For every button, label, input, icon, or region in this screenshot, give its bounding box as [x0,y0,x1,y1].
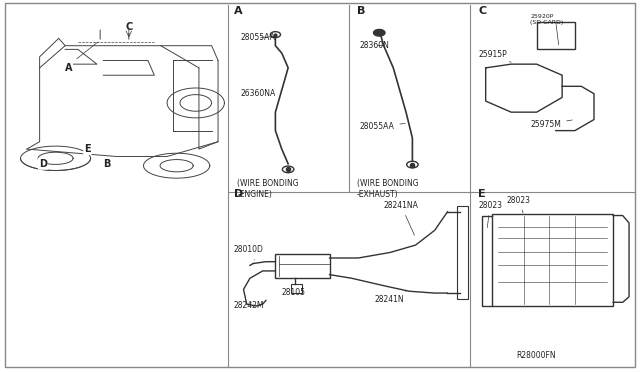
Text: 28105: 28105 [282,288,306,297]
Text: 28023: 28023 [507,196,531,213]
Text: R28000FN: R28000FN [516,351,556,360]
Text: C: C [125,22,132,32]
Text: A: A [65,63,72,73]
Text: 28023: 28023 [478,201,502,228]
Text: E: E [478,189,486,199]
Text: 25920P
(SD CARD): 25920P (SD CARD) [531,14,564,25]
Bar [537,22,575,49]
Text: (WIRE BONDING
-EXHAUST): (WIRE BONDING -EXHAUST) [357,179,419,199]
Text: 25975M: 25975M [531,120,572,129]
Text: 28241N: 28241N [374,291,407,304]
Bar [492,214,613,306]
Text: 25915P: 25915P [478,50,511,62]
Bar [291,284,301,293]
Text: E: E [84,144,91,154]
Text: 28360N: 28360N [360,41,389,49]
Text: 28010D: 28010D [234,246,264,260]
Text: 28055AA: 28055AA [241,33,275,42]
Text: 28241NA: 28241NA [384,201,419,235]
Text: 28055AA: 28055AA [360,122,405,131]
Text: D: D [39,159,47,169]
Text: 26360NA: 26360NA [241,89,282,97]
Text: A: A [234,6,243,16]
Bar [275,254,330,278]
Text: 28242M: 28242M [234,301,264,310]
Text: (WIRE BONDING
-ENGINE): (WIRE BONDING -ENGINE) [237,179,299,199]
Circle shape [374,29,385,36]
Text: D: D [234,189,243,199]
Bar [457,206,468,299]
Text: B: B [103,159,110,169]
Text: C: C [478,6,486,16]
Text: B: B [357,6,365,16]
